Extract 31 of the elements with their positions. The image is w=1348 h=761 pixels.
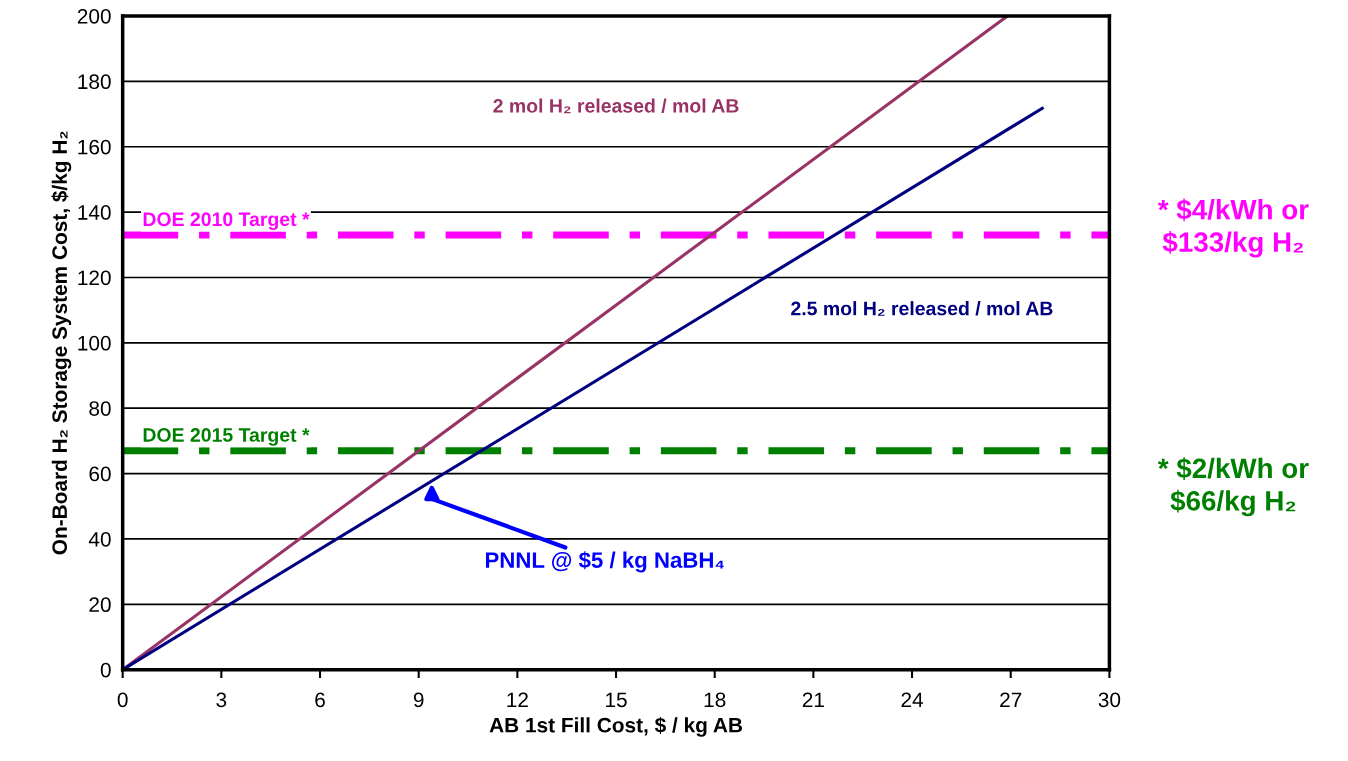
x-tick-label: 18 [704, 692, 726, 708]
x-tick-label: 24 [901, 692, 924, 707]
y-axis-title: On-Board H₂ Storage System Cost, $/kg H₂ [51, 131, 72, 555]
y-tick-label: 140 [78, 205, 111, 220]
x-tick-label: 12 [507, 692, 528, 707]
x-tick-label: 21 [802, 692, 824, 707]
annotation: PNNL @ $5 / kg NaBH₄ [485, 551, 724, 573]
text: * $2/kWh or $66/kg H₂ [1157, 457, 1309, 517]
series-label: 2.5 mol H₂ released / mol AB [791, 301, 1053, 316]
y-tick-label: 200 [77, 8, 111, 24]
y-tick-label: 100 [78, 335, 111, 351]
ref-line-label: DOE 2015 Target * [143, 428, 310, 446]
y-tick-label: 180 [78, 74, 111, 90]
text: * $4/kWh or $133/kg H₂ [1157, 198, 1309, 258]
x-tick-label: 6 [315, 692, 325, 708]
ref-line-label: DOE 2010 Target * [143, 212, 310, 231]
y-tick-label: 120 [78, 270, 111, 286]
x-tick-label: 0 [117, 692, 128, 708]
x-axis-title: AB 1st Fill Cost, $ / kg AB [489, 716, 743, 737]
y-tick-label: 160 [78, 139, 111, 155]
y-tick-label: 40 [88, 531, 111, 547]
x-tick-label: 3 [216, 692, 227, 708]
x-tick-label: 27 [1000, 692, 1022, 707]
x-tick-label: 30 [1098, 692, 1121, 708]
x-tick-label: 15 [606, 692, 627, 708]
y-tick-label: 60 [89, 466, 111, 482]
y-tick-label: 80 [89, 401, 111, 416]
y-tick-label: 20 [89, 597, 111, 613]
y-tick-label: 0 [100, 662, 111, 678]
text: 2 mol H₂ released / mol AB [493, 98, 739, 114]
x-tick-label: 9 [413, 692, 424, 708]
